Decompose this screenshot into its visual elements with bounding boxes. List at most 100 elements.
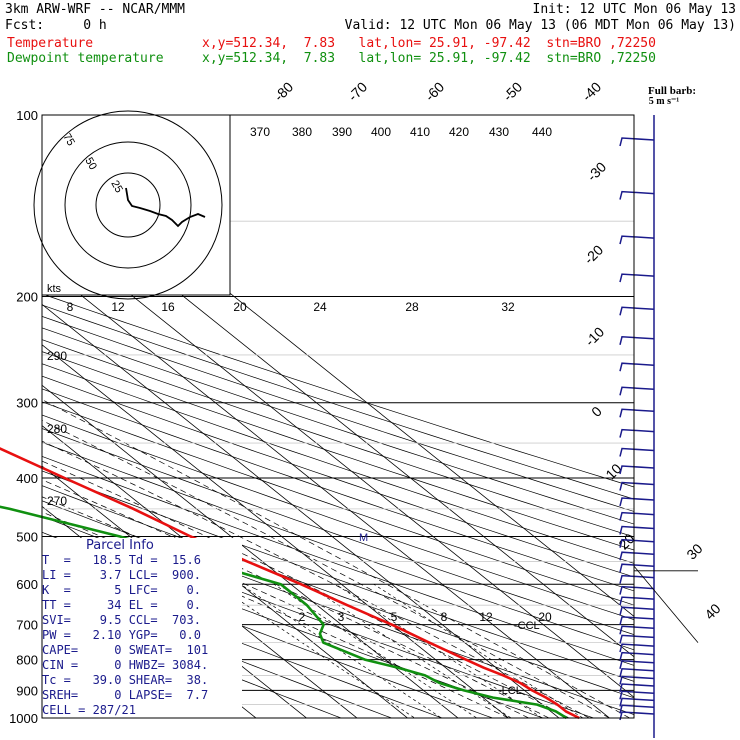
barb-legend-title: Full barb: <box>648 85 696 97</box>
theta-label: 400 <box>371 125 391 139</box>
hodograph-ring <box>33 110 223 300</box>
parcel-info-row: CELL = 287/21 <box>42 703 136 717</box>
isotherm-label: -10 <box>582 324 608 350</box>
hodograph-speed-label: 24 <box>313 300 327 314</box>
hodograph-speed-label: 32 <box>501 300 515 314</box>
wind-barb <box>619 137 655 147</box>
wind-barb <box>619 235 655 245</box>
theta-label: 390 <box>332 125 352 139</box>
dry-adiabat <box>42 351 634 551</box>
wind-barb <box>619 551 655 561</box>
parcel-info-row: LI = 3.7 LCL= 900. <box>42 568 201 582</box>
theta-label: 440 <box>532 125 552 139</box>
wind-barb <box>619 651 655 661</box>
pressure-label: 900 <box>16 683 38 698</box>
hodograph-box <box>41 114 231 296</box>
theta-side-label: 280 <box>47 422 67 436</box>
dewpoint-legend-label: Dewpoint temperature <box>7 51 164 66</box>
dry-adiabat <box>42 414 634 621</box>
hodograph-speed-label: 16 <box>161 300 175 314</box>
parcel-info-row: CIN = 0 HWBZ= 3084. <box>42 658 209 672</box>
theta-label: 420 <box>449 125 469 139</box>
wind-barb <box>619 660 655 669</box>
theta-side-label: 270 <box>47 494 67 508</box>
wind-barb <box>619 563 655 573</box>
dry-adiabat <box>42 315 634 512</box>
wind-barb <box>619 511 655 521</box>
parcel-info-panel: Parcel Info T = 18.5 Td = 15.6 LI = 3.7 … <box>42 538 240 718</box>
mixing-ratio-label: 3 <box>338 610 345 624</box>
barb-guide-line <box>633 565 699 643</box>
dry-adiabat <box>42 441 634 651</box>
wind-barb <box>619 386 655 396</box>
wind-barb <box>619 625 655 635</box>
parcel-info-row: SREH= 0 LAPSE= 7.7 <box>42 688 209 702</box>
lcl-annotation: -LCL <box>498 685 522 697</box>
mixing-ratio-line <box>335 583 543 718</box>
dewpoint-line <box>0 505 568 720</box>
mixing-ratio-label: 20 <box>538 610 552 624</box>
isotherm-label: 0 <box>588 403 605 420</box>
wind-barb <box>619 585 655 595</box>
isotherm-label: 30 <box>683 540 705 562</box>
hodograph-unit-label: kts <box>47 283 62 295</box>
wind-barb <box>619 690 655 700</box>
parcel-info-row: K = 5 LFC= 0. <box>42 583 201 597</box>
temperature-location-info: x,y=512.34, 7.83 lat,lon= 25.91, -97.42 … <box>202 36 656 51</box>
dry-adiabat <box>42 304 634 500</box>
wind-barb <box>619 481 655 491</box>
wind-barb <box>619 525 655 535</box>
parcel-info-row: SVI= 9.5 CCL= 703. <box>42 613 201 627</box>
hodograph-ring-label: 50 <box>82 156 99 173</box>
wind-barb <box>619 574 655 584</box>
isotherm-line <box>42 263 611 718</box>
parcel-info-box <box>40 538 242 728</box>
pressure-label: 300 <box>16 396 38 411</box>
mixing-ratio-label: 8 <box>441 610 448 624</box>
mixing-ratio-label: 2 <box>299 610 306 624</box>
wind-barb <box>619 697 655 707</box>
dry-adiabat <box>42 339 634 538</box>
wind-barb <box>619 362 655 372</box>
pressure-label: 1000 <box>9 711 38 726</box>
theta-label: 380 <box>292 125 312 139</box>
wind-barb <box>619 273 655 283</box>
wind-barb <box>619 711 655 721</box>
moist-adiabat <box>42 440 590 718</box>
isotherm-label: -40 <box>579 79 605 105</box>
mixing-ratio-line <box>373 583 584 718</box>
wind-barb <box>619 643 655 653</box>
pressure-label: 100 <box>16 108 38 123</box>
dry-adiabat <box>42 470 634 682</box>
isotherm-line <box>42 425 409 718</box>
plot-frame <box>41 114 635 719</box>
dry-adiabat <box>42 582 393 718</box>
forecast-hour: Fcst: 0 h <box>5 18 107 33</box>
dry-adiabat <box>42 327 634 525</box>
isotherm-line <box>42 384 459 718</box>
isotherm-label: -30 <box>584 159 610 185</box>
pressure-label: 200 <box>16 290 38 305</box>
mixing-ratio-line <box>240 583 443 718</box>
ccl-annotation: -CCL <box>514 620 540 632</box>
dewpoint-location-info: x,y=512.34, 7.83 lat,lon= 25.91, -97.42 … <box>202 51 656 66</box>
wind-barb <box>619 447 655 457</box>
temperature-line <box>0 447 580 720</box>
theta-label: 370 <box>250 125 270 139</box>
parcel-info-row: CAPE= 0 SWEAT= 101 <box>42 643 209 657</box>
mixing-ratio-line <box>306 583 512 718</box>
wind-barb <box>619 465 655 475</box>
dry-adiabat <box>42 388 634 592</box>
parcel-info-row: TT = 34 EL = 0. <box>42 598 201 612</box>
isotherm-label: -50 <box>500 79 526 105</box>
parcel-info-title: Parcel Info <box>86 538 154 553</box>
wind-barb <box>619 190 655 200</box>
dry-adiabat <box>42 600 343 718</box>
hodograph-trace <box>125 187 206 228</box>
hodograph-speed-label: 28 <box>405 300 419 314</box>
wind-barb <box>619 668 655 677</box>
hodograph-speed-label: 8 <box>67 300 74 314</box>
parcel-info-row: Tc = 39.0 SHEAR= 38. <box>42 673 209 687</box>
temperature-legend-label: Temperature <box>7 36 94 51</box>
